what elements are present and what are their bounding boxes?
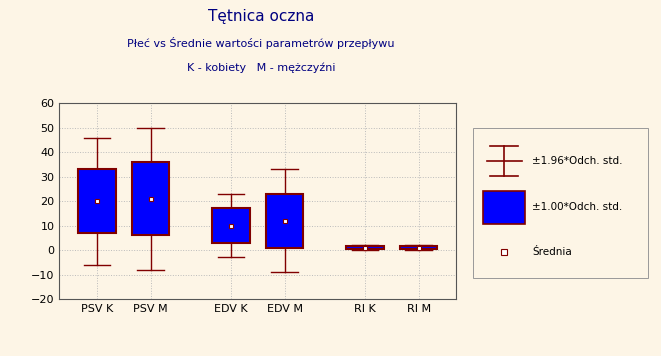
Bar bbox=[346, 246, 384, 249]
Text: Tętnica oczna: Tętnica oczna bbox=[208, 9, 314, 24]
Bar bbox=[212, 209, 250, 243]
Bar bbox=[78, 169, 116, 233]
Text: Średnia: Średnia bbox=[532, 247, 572, 257]
Bar bbox=[132, 162, 169, 235]
Text: ±1.96*Odch. std.: ±1.96*Odch. std. bbox=[532, 156, 623, 166]
Bar bbox=[483, 191, 525, 224]
Bar bbox=[266, 194, 303, 248]
Text: ±1.00*Odch. std.: ±1.00*Odch. std. bbox=[532, 203, 623, 213]
Bar bbox=[400, 246, 438, 249]
Text: Płeć vs Średnie wartości parametrów przepływu: Płeć vs Średnie wartości parametrów prze… bbox=[128, 37, 395, 49]
Text: K - kobiety   M - mężczyźni: K - kobiety M - mężczyźni bbox=[187, 62, 335, 73]
